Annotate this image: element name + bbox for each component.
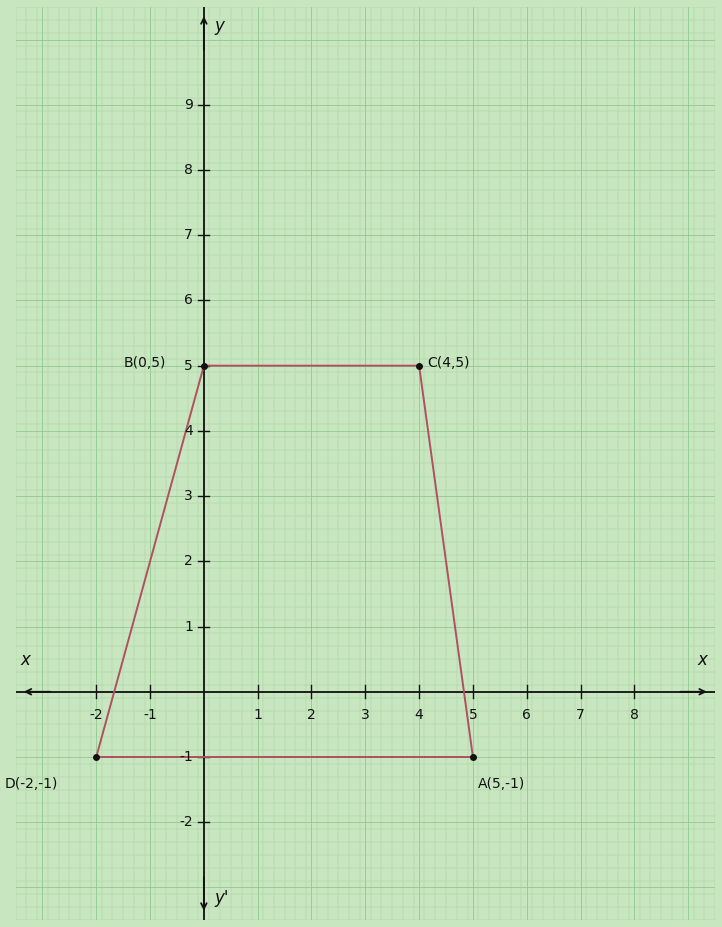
Text: 6: 6 — [522, 708, 531, 722]
Text: 5: 5 — [184, 359, 193, 373]
Text: 2: 2 — [307, 708, 316, 722]
Text: x: x — [697, 651, 707, 669]
Text: -2: -2 — [90, 708, 103, 722]
Text: 1: 1 — [184, 619, 193, 633]
Text: A(5,-1): A(5,-1) — [478, 777, 526, 791]
Text: 3: 3 — [184, 489, 193, 503]
Text: 6: 6 — [184, 294, 193, 308]
Text: y: y — [214, 17, 225, 34]
Text: 2: 2 — [184, 554, 193, 568]
Text: 5: 5 — [469, 708, 477, 722]
Text: -2: -2 — [180, 815, 193, 830]
Text: 4: 4 — [184, 424, 193, 438]
Text: 3: 3 — [361, 708, 370, 722]
Text: 4: 4 — [414, 708, 424, 722]
Text: -1: -1 — [179, 750, 193, 764]
Text: y': y' — [214, 889, 229, 907]
Text: x: x — [21, 651, 31, 669]
Text: B(0,5): B(0,5) — [123, 356, 165, 370]
Text: 1: 1 — [253, 708, 262, 722]
Text: 8: 8 — [630, 708, 639, 722]
Text: 9: 9 — [184, 97, 193, 112]
Text: 7: 7 — [184, 228, 193, 242]
Text: 8: 8 — [184, 163, 193, 177]
Text: -1: -1 — [143, 708, 157, 722]
Text: D(-2,-1): D(-2,-1) — [5, 777, 58, 791]
Text: C(4,5): C(4,5) — [427, 356, 470, 370]
Text: 7: 7 — [576, 708, 585, 722]
